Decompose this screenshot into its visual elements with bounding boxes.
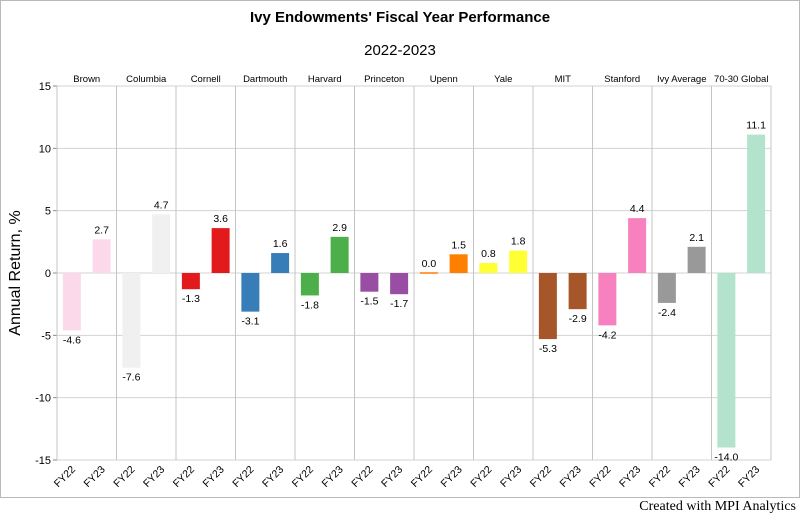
- x-tick-label: FY22: [647, 464, 673, 490]
- panel-header: Yale: [494, 74, 512, 85]
- panel-header: Brown: [73, 74, 100, 85]
- bar: [509, 250, 528, 273]
- data-label: -1.7: [390, 298, 408, 310]
- data-label: 2.7: [94, 224, 109, 236]
- bar: [62, 273, 81, 331]
- data-label: -5.3: [539, 343, 557, 355]
- x-tick-label: FY22: [290, 464, 316, 490]
- y-tick-label: 0: [45, 268, 51, 280]
- bar: [628, 218, 647, 273]
- data-label: 1.8: [511, 236, 526, 248]
- y-tick-label: -5: [41, 330, 51, 342]
- bar: [717, 273, 736, 448]
- x-tick-label: FY22: [111, 464, 137, 490]
- x-tick-label: FY22: [409, 464, 435, 490]
- credit-text: Created with MPI Analytics: [639, 499, 796, 514]
- panel-header: Ivy Average: [657, 74, 706, 85]
- bar: [300, 273, 319, 296]
- x-tick-label: FY23: [498, 464, 524, 490]
- panel-header: Dartmouth: [243, 74, 287, 85]
- chart-title: Ivy Endowments' Fiscal Year Performance: [249, 9, 551, 26]
- x-tick-label: FY23: [141, 464, 167, 490]
- bar: [181, 273, 200, 290]
- bar: [390, 273, 409, 295]
- bar: [419, 272, 438, 274]
- x-tick-label: FY23: [379, 464, 405, 490]
- bar: [449, 254, 468, 273]
- data-label: 0.0: [422, 258, 437, 270]
- panel-header: Columbia: [126, 74, 167, 85]
- data-label: 1.5: [451, 239, 466, 251]
- data-label: -1.5: [360, 296, 378, 308]
- x-tick-label: FY22: [706, 464, 732, 490]
- bar: [598, 273, 617, 326]
- bar: [538, 273, 557, 340]
- panel-header: Cornell: [191, 74, 221, 85]
- data-label: -4.2: [598, 329, 616, 341]
- bar: [241, 273, 260, 312]
- panel-header: Upenn: [430, 74, 458, 85]
- data-label: -2.4: [658, 307, 676, 319]
- x-tick-label: FY23: [320, 464, 346, 490]
- bar: [657, 273, 676, 303]
- data-label: 4.4: [630, 203, 645, 215]
- x-tick-label: FY22: [528, 464, 554, 490]
- x-tick-label: FY23: [260, 464, 286, 490]
- y-tick-label: -10: [35, 393, 51, 405]
- data-label: -3.1: [241, 316, 259, 328]
- data-label: 2.1: [689, 232, 704, 244]
- panel-header: MIT: [555, 74, 572, 85]
- x-tick-label: FY23: [558, 464, 584, 490]
- panel-header: Princeton: [364, 74, 404, 85]
- bar: [687, 246, 706, 273]
- data-label: -7.6: [122, 372, 140, 384]
- data-label: 4.7: [154, 199, 169, 211]
- bar: [479, 263, 498, 273]
- y-tick-label: -15: [35, 455, 51, 467]
- bar: [92, 239, 111, 273]
- x-tick-label: FY22: [171, 464, 197, 490]
- panel-header: 70-30 Global: [714, 74, 768, 85]
- x-tick-label: FY22: [52, 464, 78, 490]
- x-tick-label: FY22: [349, 464, 375, 490]
- x-tick-label: FY23: [677, 464, 703, 490]
- x-tick-label: FY22: [468, 464, 494, 490]
- data-label: 3.6: [213, 213, 228, 225]
- data-label: 11.1: [746, 120, 766, 132]
- x-tick-label: FY23: [617, 464, 643, 490]
- bar: [152, 214, 171, 273]
- bar: [330, 236, 349, 273]
- data-label: -14.0: [714, 452, 738, 464]
- y-axis-label: Annual Return, %: [7, 210, 24, 335]
- x-tick-label: FY23: [736, 464, 762, 490]
- bar: [747, 134, 766, 273]
- x-tick-label: FY23: [439, 464, 465, 490]
- y-tick-label: 15: [39, 81, 51, 93]
- x-tick-label: FY23: [82, 464, 108, 490]
- data-label: 2.9: [332, 222, 347, 234]
- x-tick-label: FY22: [230, 464, 256, 490]
- bar: [122, 273, 141, 368]
- y-tick-label: 10: [39, 143, 51, 155]
- data-label: -2.9: [569, 313, 587, 325]
- bar: [568, 273, 587, 310]
- data-label: -1.8: [301, 299, 319, 311]
- panel-header: Stanford: [604, 74, 640, 85]
- data-label: 0.8: [481, 248, 496, 260]
- data-label: 1.6: [273, 238, 288, 250]
- data-label: -1.3: [182, 293, 200, 305]
- y-tick-label: 5: [45, 206, 51, 218]
- x-tick-label: FY22: [587, 464, 613, 490]
- data-label: -4.6: [63, 334, 81, 346]
- bar: [211, 228, 230, 273]
- bar: [271, 253, 290, 273]
- x-tick-label: FY23: [201, 464, 227, 490]
- chart-subtitle: 2022-2023: [364, 42, 436, 59]
- panel-header: Harvard: [308, 74, 342, 85]
- bar: [360, 273, 379, 292]
